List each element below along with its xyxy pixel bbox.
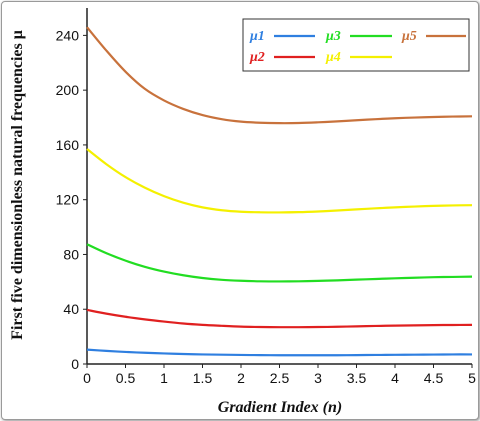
series-line-mu2 [86,308,473,329]
y-tick-label: 120 [56,192,80,208]
legend-label-mu5: μ5 [401,29,417,44]
x-tick-label: 2 [237,370,245,386]
series-lines [86,26,473,357]
x-ticks: 0 0.5 1 1.5 2 2.5 3 3.5 4 4.5 5 [83,364,476,386]
y-tick-label: 0 [71,356,79,372]
y-ticks: 0 40 80 120 160 200 240 [56,27,87,372]
x-tick-label: 1 [160,370,168,386]
x-tick-label: 0 [83,370,91,386]
x-tick-label: 4.5 [424,370,444,386]
legend-label-mu1: μ1 [249,29,265,44]
y-tick-label: 40 [63,301,79,317]
legend-label-mu4: μ4 [325,50,341,65]
y-axis-label: First five dimensionless natural frequen… [9,30,26,340]
x-tick-label: 3.5 [347,370,367,386]
y-tick-label: 80 [63,246,79,262]
series-line-mu1 [86,348,473,357]
x-tick-label: 5 [468,370,476,386]
y-tick-label: 200 [56,82,80,98]
x-tick-label: 1.5 [193,370,213,386]
x-tick-label: 0.5 [116,370,136,386]
legend-label-mu3: μ3 [325,29,341,44]
x-tick-label: 4 [391,370,399,386]
legend-box [242,18,470,72]
x-tick-label: 2.5 [270,370,290,386]
x-axis-label: Gradient Index (n) [218,399,342,416]
series-line-mu4 [86,148,473,214]
x-tick-label: 3 [314,370,322,386]
series-line-mu3 [86,243,473,283]
y-tick-label: 160 [56,137,80,153]
legend: μ1 μ2 μ3 μ4 μ5 [242,18,470,72]
series-line-mu5 [86,26,473,125]
legend-label-mu2: μ2 [249,50,265,65]
y-tick-label: 240 [56,27,80,43]
